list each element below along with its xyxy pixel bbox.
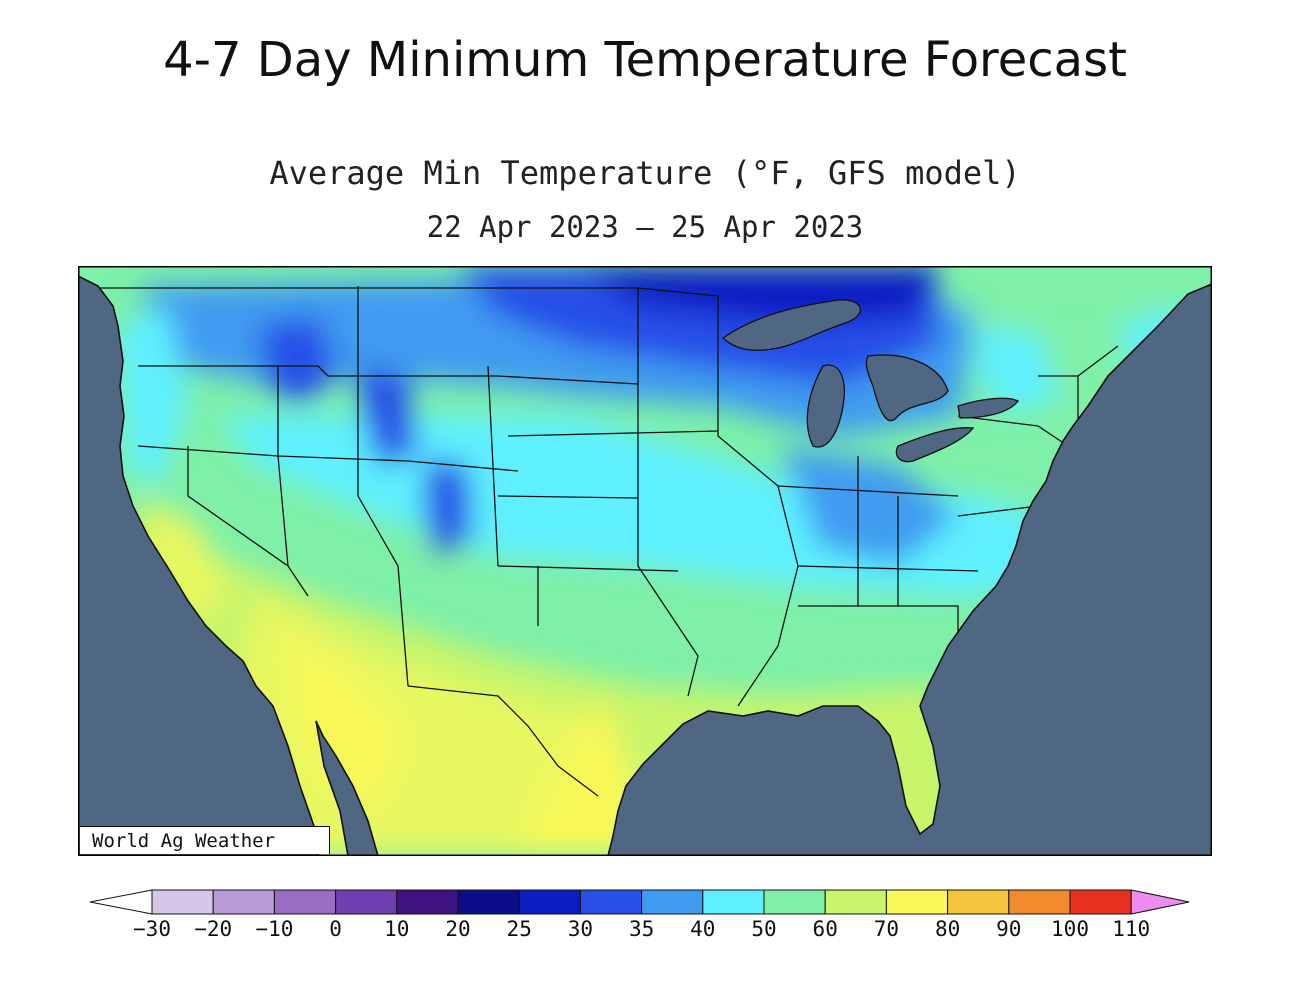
map-title: Average Min Temperature (°F, GFS model) [269, 154, 1021, 192]
legend-box [1008, 889, 1071, 915]
legend-box [457, 889, 520, 915]
legend-tick-label: 60 [813, 917, 838, 941]
map-date-range: 22 Apr 2023 – 25 Apr 2023 [426, 210, 864, 244]
legend-box [273, 889, 337, 915]
legend-box [396, 889, 459, 915]
legend-box [335, 889, 398, 915]
great-lakes [721, 299, 1019, 463]
legend-tick-label: 70 [874, 917, 899, 941]
temperature-map [78, 266, 1212, 856]
political-borders [78, 286, 1119, 797]
legend-arrow-low [89, 889, 153, 915]
credit-label: World Ag Weather [80, 826, 330, 854]
legend-labels: −30 −20 −10 0 10 20 25 30 35 40 50 60 70 80 90 100 110 [133, 917, 1150, 941]
legend-tick-label: −30 [133, 917, 171, 941]
lake-huron [865, 354, 949, 422]
legend-box [579, 889, 643, 915]
legend-tick-label: −10 [255, 917, 293, 941]
lake-ontario [957, 397, 1019, 419]
legend-box [885, 889, 949, 915]
legend-arrow-high [1130, 889, 1190, 915]
legend-tick-label: 20 [445, 917, 470, 941]
legend-tick-label: 40 [690, 917, 715, 941]
legend-box [702, 889, 765, 915]
lake-superior [721, 299, 861, 351]
legend-tick-label: 30 [568, 917, 593, 941]
legend-box [763, 889, 826, 915]
legend-tick-label: 25 [507, 917, 532, 941]
legend-tick-label: 80 [935, 917, 960, 941]
legend-tick-label: 100 [1051, 917, 1089, 941]
legend-tick-label: 35 [629, 917, 654, 941]
legend-boxes [89, 889, 1190, 915]
legend-tick-label: −20 [194, 917, 232, 941]
lake-michigan [806, 364, 845, 448]
legend-box [824, 889, 887, 915]
page-title: 4-7 Day Minimum Temperature Forecast [163, 32, 1127, 88]
legend-tick-label: 110 [1112, 917, 1150, 941]
legend-box [151, 889, 214, 915]
legend-box [212, 889, 275, 915]
lake-erie [895, 427, 975, 463]
legend-tick-label: 90 [996, 917, 1021, 941]
legend-tick-label: 0 [329, 917, 342, 941]
legend-box [518, 889, 581, 915]
legend-box [641, 889, 704, 915]
map-frame [78, 266, 1212, 856]
legend-tick-label: 50 [751, 917, 776, 941]
legend-box [1069, 889, 1132, 915]
color-legend: −30 −20 −10 0 10 20 25 30 35 40 50 60 70 80 90 100 110 [89, 889, 1190, 941]
legend-box [947, 889, 1010, 915]
legend-tick-label: 10 [384, 917, 409, 941]
